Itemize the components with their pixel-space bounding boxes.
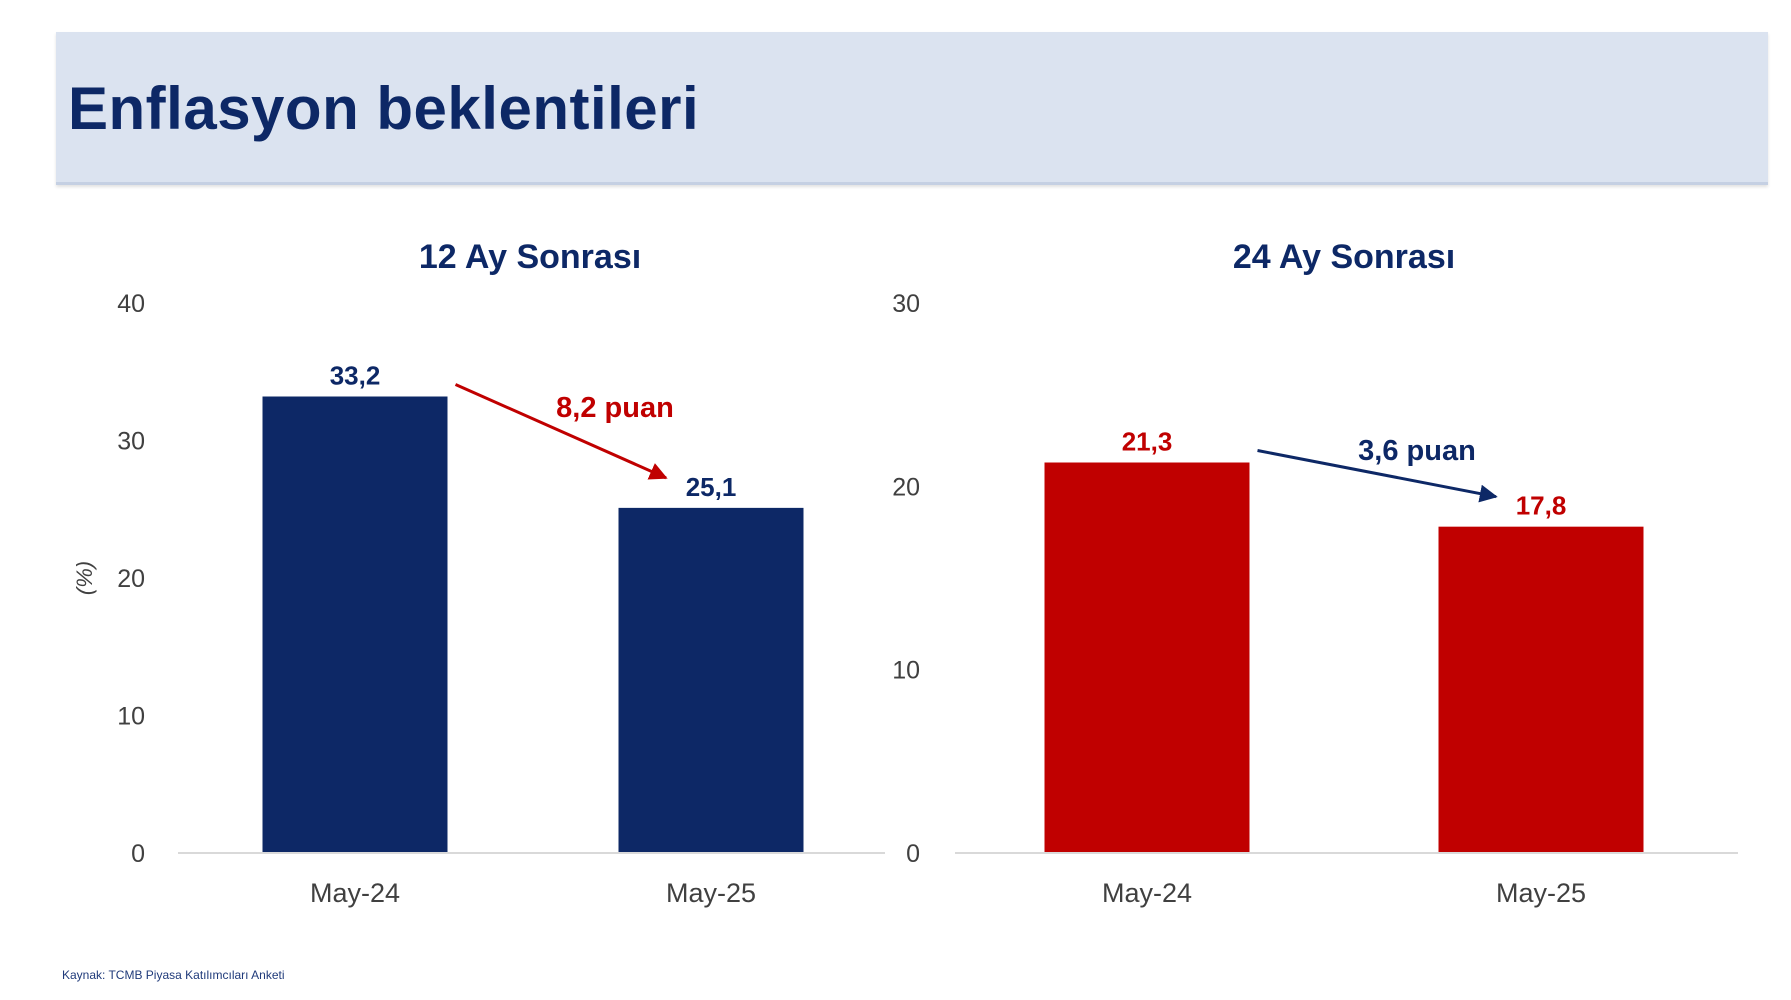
title-banner: Enflasyon beklentileri	[56, 32, 1768, 185]
bar	[1438, 526, 1644, 853]
chart-title: 24 Ay Sonrası	[1233, 238, 1455, 276]
bar-value-label: 25,1	[686, 472, 737, 502]
x-tick-label: May-25	[1496, 878, 1586, 908]
y-tick-label: 30	[892, 290, 920, 318]
annotation-arrow	[1257, 449, 1498, 503]
chart-title: 12 Ay Sonrası	[419, 238, 641, 276]
y-tick-label: 20	[892, 473, 920, 501]
y-tick-label: 30	[117, 428, 145, 456]
bar	[1044, 462, 1250, 853]
y-axis-label: (%)	[72, 561, 97, 595]
annotation-arrow	[454, 383, 668, 480]
bar	[262, 396, 448, 853]
bar-value-label: 17,8	[1516, 491, 1567, 521]
bar-value-label: 21,3	[1122, 427, 1173, 457]
chart-24-ay: 24 Ay Sonrası 0 10 20 30 21,3 May-24 17,8 May-25…	[892, 238, 1738, 908]
bar	[618, 507, 804, 853]
y-tick-label: 10	[117, 703, 145, 731]
y-tick-label: 0	[131, 840, 145, 868]
y-tick-label: 40	[117, 290, 145, 318]
x-tick-label: May-24	[1102, 878, 1192, 908]
page-title: Enflasyon beklentileri	[68, 75, 700, 142]
source-note: Kaynak: TCMB Piyasa Katılımcıları Anketi	[62, 968, 285, 982]
annotation-label: 8,2 puan	[556, 392, 674, 424]
annotation-label: 3,6 puan	[1358, 435, 1476, 467]
x-tick-label: May-24	[310, 878, 400, 908]
y-tick-label: 10	[892, 657, 920, 685]
chart-12-ay: 12 Ay Sonrası 0 10 20 30 40 (%) 33,2 May-24 25,1 M…	[72, 238, 885, 908]
y-tick-label: 20	[117, 565, 145, 593]
x-tick-label: May-25	[666, 878, 756, 908]
y-tick-label: 0	[906, 840, 920, 868]
bar-value-label: 33,2	[330, 361, 381, 391]
